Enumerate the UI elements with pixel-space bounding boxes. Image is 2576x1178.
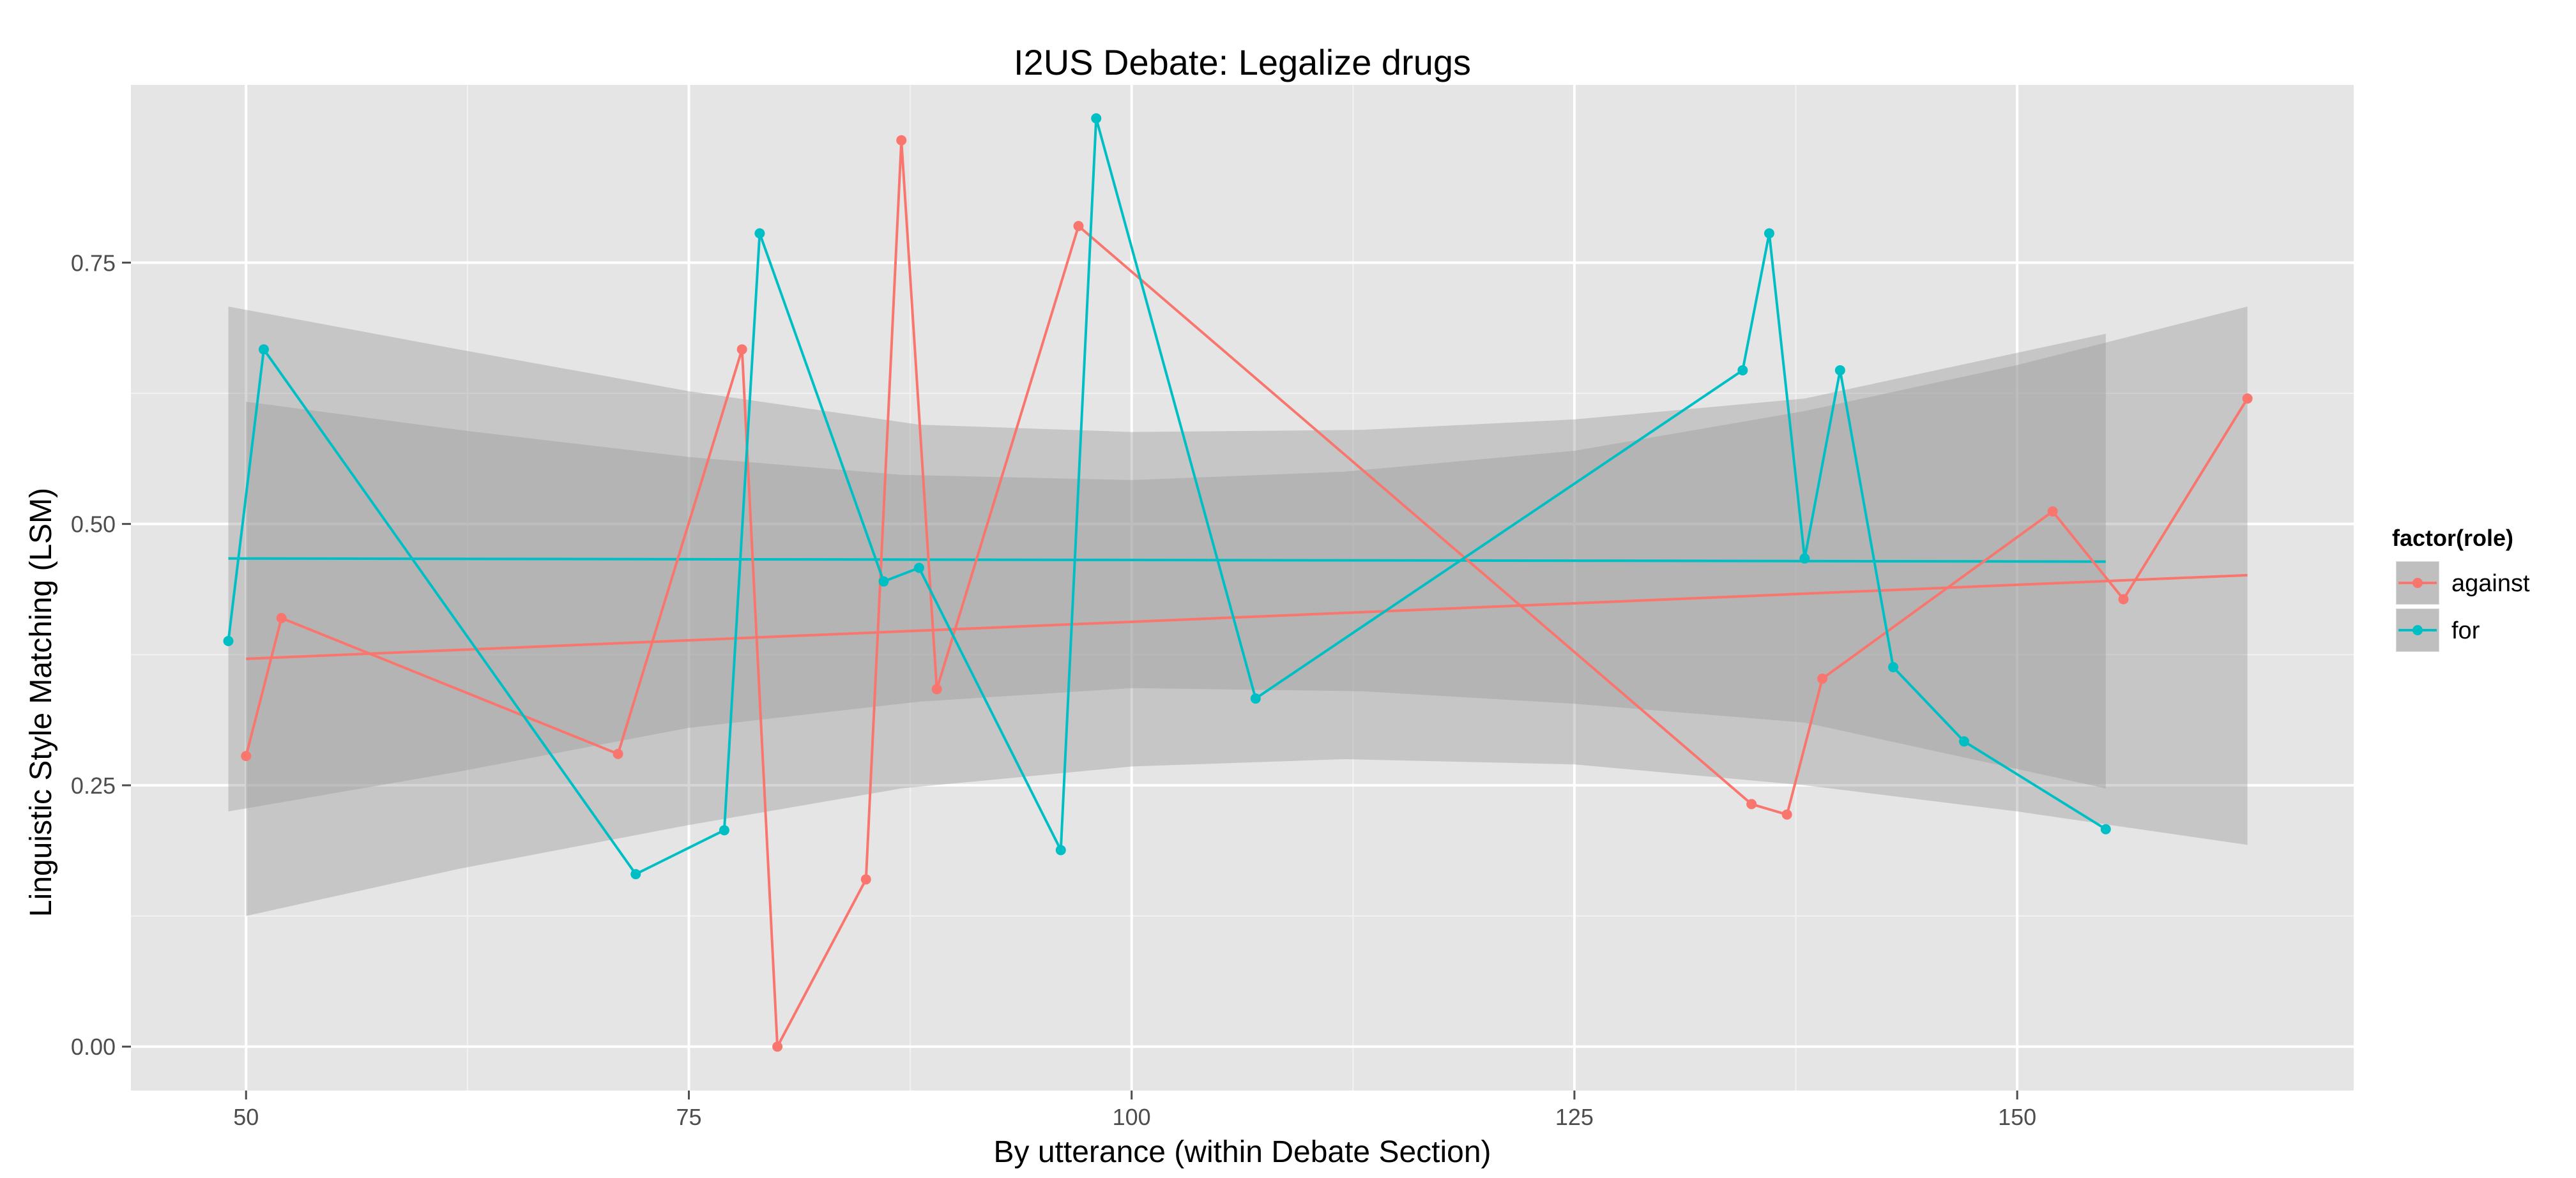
data-point-against bbox=[736, 344, 747, 355]
x-tick-label: 50 bbox=[233, 1104, 259, 1130]
legend-key-point bbox=[2412, 578, 2423, 588]
data-point-against bbox=[1781, 809, 1792, 820]
data-point-for bbox=[258, 344, 269, 355]
data-point-against bbox=[772, 1041, 783, 1052]
x-tick-label: 100 bbox=[1113, 1104, 1151, 1130]
y-axis: 0.00 0.25 0.50 0.75 bbox=[71, 250, 131, 1060]
data-point-for bbox=[1737, 365, 1748, 375]
data-point-against bbox=[1073, 221, 1084, 232]
data-point-against bbox=[2242, 393, 2253, 404]
confidence-band-against bbox=[246, 306, 2248, 916]
legend: factor(role) against for bbox=[2392, 525, 2530, 653]
data-point-for bbox=[878, 576, 889, 587]
data-point-against bbox=[2118, 594, 2129, 605]
x-axis: 50 75 100 125 150 bbox=[233, 1091, 2036, 1130]
data-point-against bbox=[1746, 799, 1757, 810]
data-point-for bbox=[2100, 824, 2111, 834]
legend-key-point bbox=[2412, 625, 2423, 635]
trend-line-against bbox=[246, 573, 2248, 660]
x-axis-title: By utterance (within Debate Section) bbox=[993, 1135, 1491, 1169]
legend-title: factor(role) bbox=[2392, 525, 2513, 551]
plot-panel bbox=[131, 85, 2354, 1091]
data-point-against bbox=[2047, 506, 2058, 517]
data-point-for bbox=[630, 869, 641, 880]
data-point-against bbox=[931, 684, 942, 695]
data-point-against bbox=[613, 748, 623, 759]
data-point-for bbox=[1055, 845, 1066, 856]
legend-label-against: against bbox=[2451, 570, 2530, 597]
data-point-for bbox=[1764, 228, 1774, 239]
y-tick-label: 0.50 bbox=[71, 511, 116, 538]
data-point-for bbox=[1799, 553, 1810, 564]
y-tick-label: 0.25 bbox=[71, 773, 116, 799]
data-point-for bbox=[1250, 693, 1261, 704]
x-tick-label: 150 bbox=[1998, 1104, 2036, 1130]
data-point-for bbox=[913, 563, 924, 573]
x-tick-label: 75 bbox=[676, 1104, 701, 1130]
data-point-against bbox=[276, 612, 287, 623]
data-point-for bbox=[1888, 661, 1899, 672]
x-tick-label: 125 bbox=[1555, 1104, 1594, 1130]
legend-label-for: for bbox=[2451, 617, 2480, 644]
series-points bbox=[223, 113, 2253, 1052]
data-point-for bbox=[1834, 365, 1845, 375]
y-tick-label: 0.75 bbox=[71, 250, 116, 276]
data-point-for bbox=[719, 825, 729, 836]
y-tick-label: 0.00 bbox=[71, 1034, 116, 1060]
data-point-for bbox=[1958, 736, 1969, 747]
data-point-for bbox=[223, 635, 234, 646]
y-axis-title: Linguistic Style Matching (LSM) bbox=[24, 488, 58, 917]
data-point-against bbox=[896, 135, 907, 146]
data-point-against bbox=[1817, 673, 1828, 684]
chart-title: I2US Debate: Legalize drugs bbox=[1014, 42, 1471, 82]
data-point-against bbox=[241, 751, 252, 762]
trend-line-for bbox=[228, 557, 2106, 563]
major-grid bbox=[131, 85, 2354, 1091]
data-point-for bbox=[754, 228, 765, 239]
data-point-for bbox=[1091, 113, 1102, 124]
data-point-against bbox=[860, 874, 871, 885]
trend-lines bbox=[228, 557, 2248, 660]
